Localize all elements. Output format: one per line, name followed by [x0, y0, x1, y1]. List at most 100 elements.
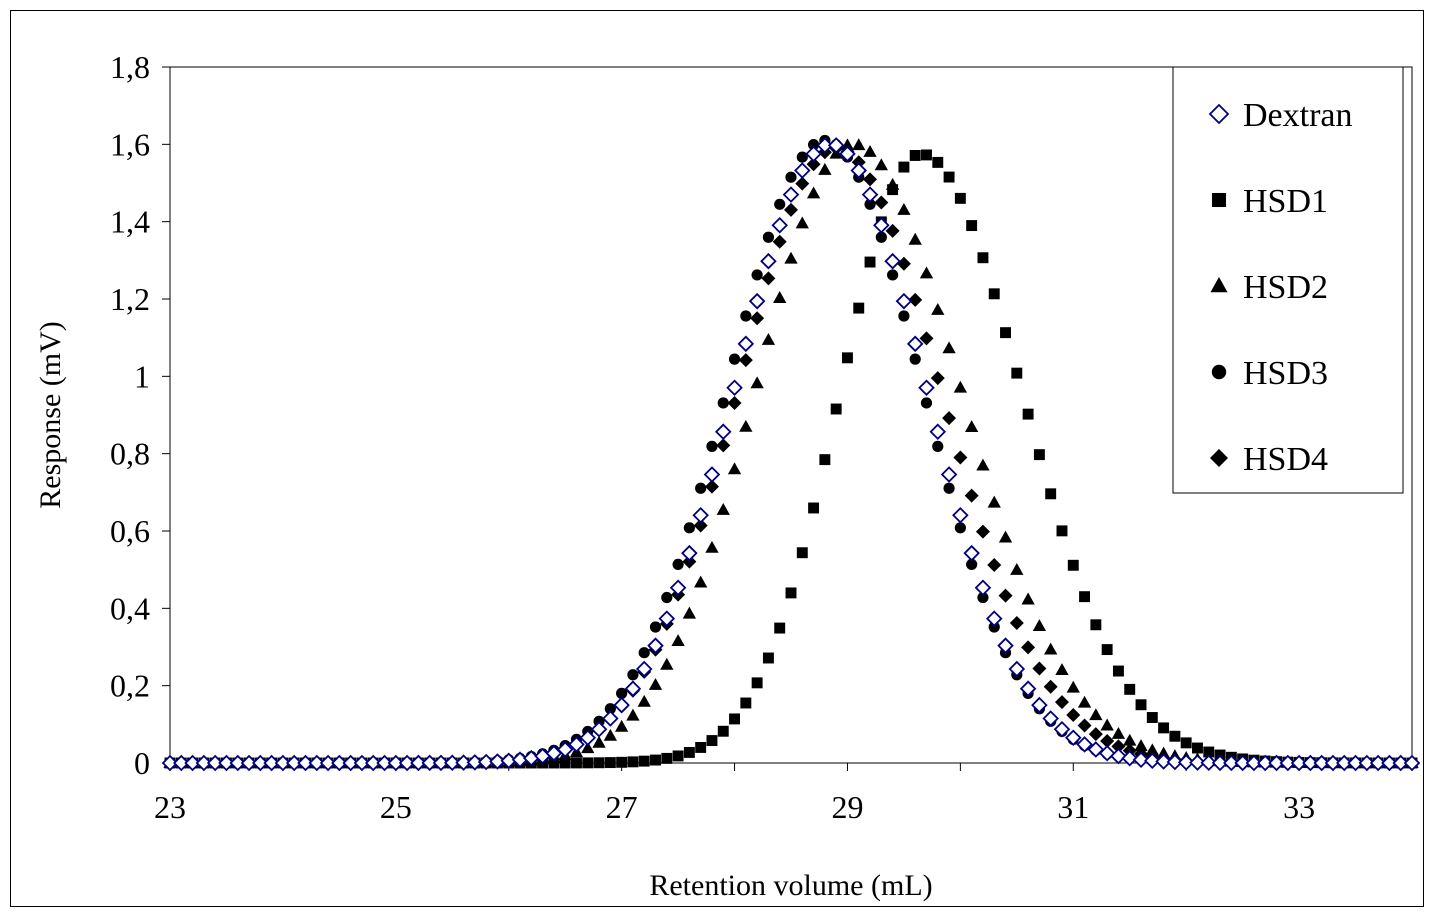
data-point [308, 754, 326, 772]
data-point [455, 754, 472, 771]
legend-label: HSD3 [1243, 355, 1328, 392]
data-point [466, 754, 484, 771]
data-point [885, 177, 900, 190]
y-tick-label: 1 [134, 358, 150, 394]
data-point [1112, 665, 1124, 677]
data-point [353, 754, 371, 772]
data-point [274, 754, 292, 772]
data-point [627, 756, 639, 768]
data-point [726, 379, 743, 397]
data-point [1268, 754, 1285, 772]
legend-item: HSD3 [1211, 355, 1328, 392]
data-point [342, 754, 359, 772]
data-point [1032, 619, 1047, 631]
data-point [1302, 754, 1319, 772]
data-point [1076, 736, 1093, 753]
x-tick-label: 23 [154, 789, 186, 825]
data-point [635, 660, 653, 678]
data-point [364, 754, 382, 772]
data-point [896, 256, 911, 271]
data-point [773, 291, 787, 303]
data-point [920, 397, 933, 409]
data-point [706, 735, 718, 747]
data-point [853, 302, 865, 314]
data-point [1011, 367, 1023, 379]
data-point [706, 440, 718, 452]
data-point [695, 482, 707, 494]
data-point [1067, 559, 1079, 571]
data-point [873, 216, 890, 234]
data-point [1009, 616, 1024, 631]
data-point [974, 579, 992, 597]
data-point [1335, 754, 1353, 772]
legend: Dextran HSD1 HSD2 HSD3 HSD4 [1172, 66, 1404, 494]
data-point [593, 757, 605, 769]
data-point [750, 311, 765, 326]
data-point [571, 757, 582, 769]
data-point [581, 741, 595, 754]
x-axis: 23 25 27 29 31 33 [154, 763, 1413, 825]
data-point [1044, 642, 1058, 655]
data-point [671, 634, 685, 646]
data-point [195, 754, 213, 772]
data-point [760, 252, 777, 270]
data-point [568, 736, 585, 753]
data-point [864, 256, 876, 268]
data-point [863, 172, 878, 187]
data-point [728, 353, 741, 365]
legend-item: HSD2 [1210, 269, 1328, 306]
data-point [1033, 449, 1045, 461]
series-dextran [161, 137, 1421, 772]
data-point [782, 186, 800, 203]
data-point [1135, 699, 1147, 711]
data-point [1123, 733, 1137, 746]
data-point [714, 423, 732, 440]
data-point [410, 754, 427, 772]
data-point [1358, 754, 1376, 772]
data-point [1045, 488, 1057, 500]
data-point [1064, 729, 1082, 747]
data-point [998, 588, 1013, 603]
data-point [1313, 754, 1330, 772]
data-point [830, 403, 842, 415]
data-point [582, 757, 594, 769]
data-point [683, 522, 695, 534]
legend-label: Dextran [1243, 97, 1353, 134]
data-point [850, 162, 868, 179]
data-point [692, 506, 709, 524]
data-point [748, 292, 766, 310]
data-point [1132, 751, 1150, 768]
data-point [1177, 754, 1195, 771]
data-point [965, 420, 979, 433]
data-point [964, 488, 979, 503]
data-point [988, 288, 1000, 300]
x-tick-label: 27 [606, 789, 638, 825]
data-point [1077, 718, 1092, 733]
data-point [669, 579, 687, 597]
data-point [1134, 739, 1148, 752]
data-point [987, 495, 1001, 508]
data-point [1245, 754, 1263, 772]
data-point [816, 137, 834, 154]
y-tick-label: 0 [134, 745, 150, 781]
data-point [976, 458, 990, 471]
data-point [1203, 746, 1215, 758]
data-point [604, 703, 616, 715]
data-point [1110, 747, 1127, 765]
data-point [616, 756, 628, 768]
data-point [1008, 660, 1026, 678]
data-point [863, 144, 877, 157]
data-point [1180, 737, 1192, 749]
data-point [738, 353, 753, 368]
data-point [717, 397, 729, 409]
y-tick-label: 1,8 [110, 49, 150, 85]
data-point [819, 454, 831, 466]
legend-marker [1211, 364, 1227, 380]
x-tick-label: 33 [1283, 789, 1315, 825]
data-point [919, 266, 934, 279]
data-point [297, 754, 314, 772]
data-point [661, 591, 673, 604]
data-point [716, 502, 730, 515]
data-point [987, 558, 1002, 573]
data-point [1053, 720, 1071, 738]
